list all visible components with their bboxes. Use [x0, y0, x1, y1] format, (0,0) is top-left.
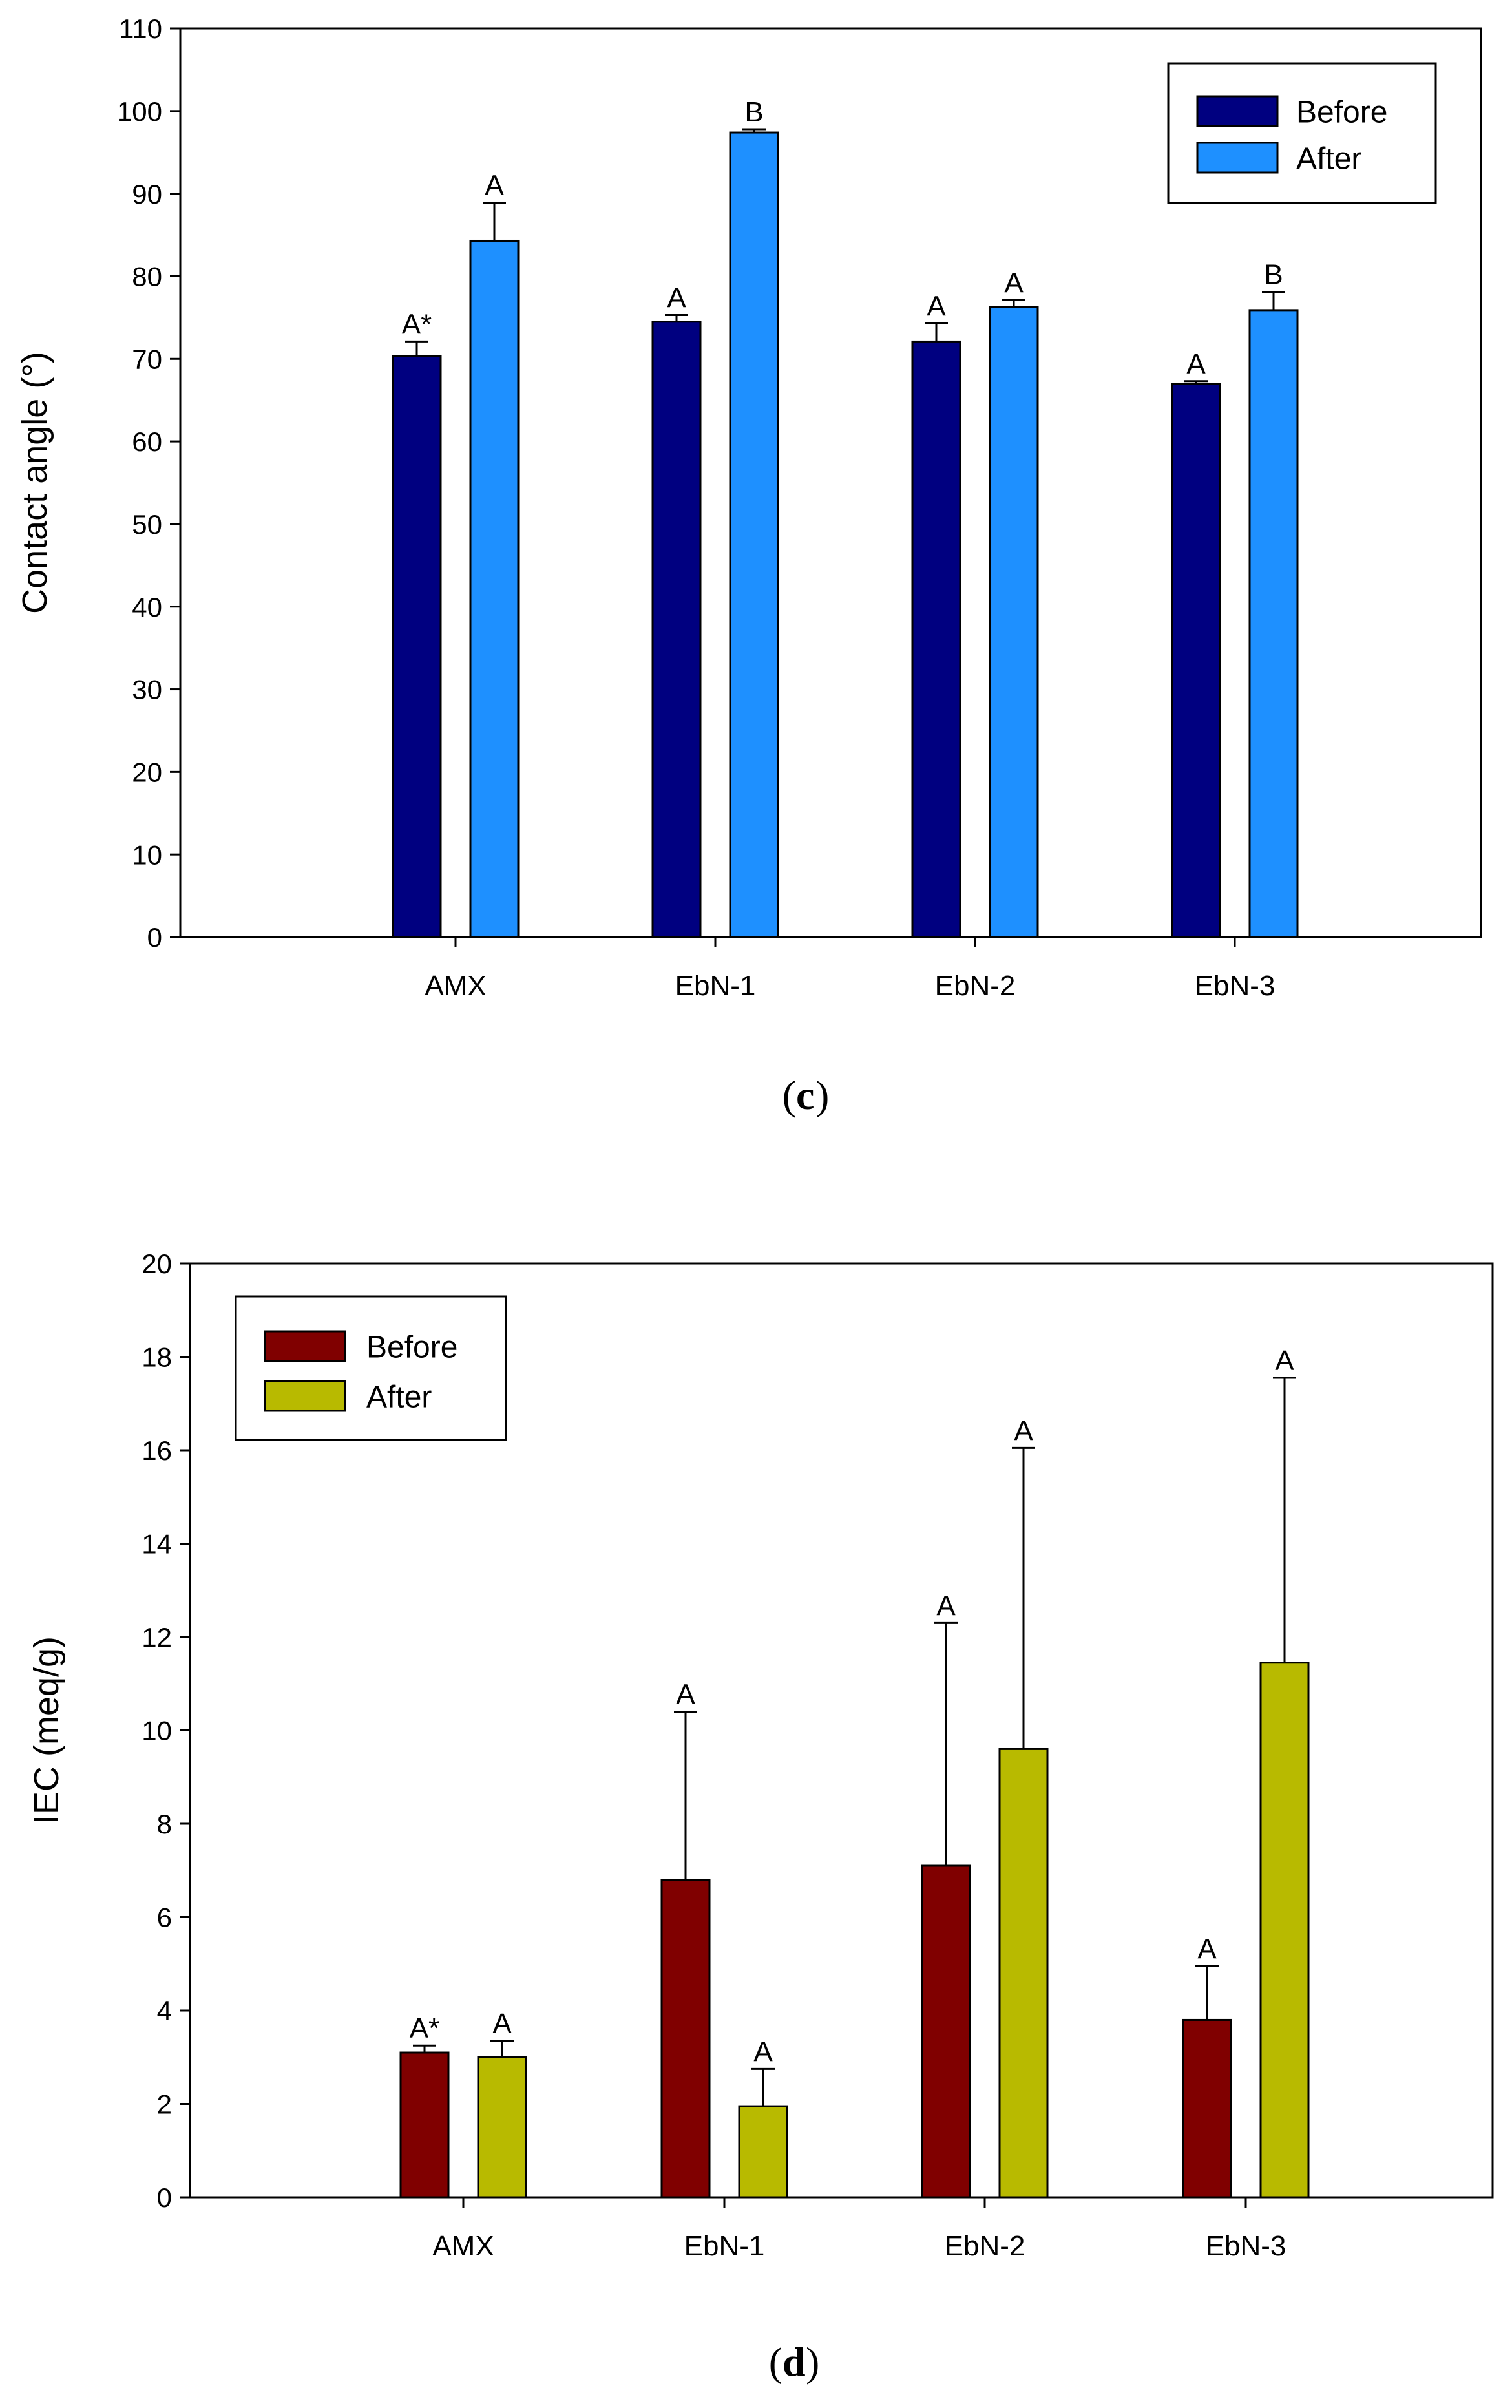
x-tick-label: EbN-1	[684, 2230, 765, 2262]
significance-label: A	[753, 2036, 773, 2067]
significance-label: A	[667, 282, 686, 314]
bar	[660, 1879, 711, 2199]
bar	[477, 2056, 527, 2199]
significance-label: A	[1186, 348, 1206, 380]
bar	[998, 1748, 1049, 2199]
bar	[1182, 2018, 1232, 2199]
bar	[1259, 1662, 1310, 2199]
y-tick-label: 4	[157, 1996, 172, 2026]
significance-label: A	[936, 1590, 956, 1621]
y-tick-label: 10	[142, 1716, 172, 1746]
legend-box	[1167, 62, 1437, 204]
legend-swatch	[1196, 142, 1279, 174]
y-tick-label: 30	[132, 675, 162, 705]
contact-angle-chart: 0 10 20 30 40 50 60 70 80 90 100 110 Contact angle (…	[16, 14, 1482, 1002]
y-axis-label: IEC (meq/g)	[27, 1636, 66, 1824]
legend-swatch	[264, 1330, 346, 1362]
x-tick-label: EbN-3	[1195, 970, 1276, 1002]
significance-label: B	[744, 96, 763, 128]
y-tick-label: 12	[142, 1622, 172, 1653]
y-tick-label: 20	[142, 1249, 172, 1279]
y-tick-label: 10	[132, 840, 162, 870]
panel-label-d: d	[782, 2339, 806, 2385]
panel-label-d-open: (	[769, 2339, 782, 2385]
x-tick-label: EbN-2	[935, 970, 1016, 1002]
significance-label: A*	[410, 2012, 439, 2044]
y-tick-label: 110	[119, 14, 162, 44]
x-tick-label: EbN-1	[675, 970, 756, 1002]
bar	[392, 355, 442, 938]
panel-label-d-close: )	[806, 2339, 819, 2385]
y-axis-label: Contact angle (°)	[16, 352, 54, 614]
significance-label: A	[492, 2008, 512, 2040]
bar	[921, 1864, 971, 2199]
bar	[729, 131, 779, 938]
significance-label: A	[676, 1679, 695, 1711]
x-tick-label: AMX	[432, 2230, 494, 2262]
panel-label-c-open: (	[782, 1072, 796, 1118]
legend-swatch	[1196, 95, 1279, 127]
panel-label-c-close: )	[815, 1072, 829, 1118]
y-tick-label: 2	[157, 2089, 172, 2120]
y-tick-label: 100	[117, 96, 162, 127]
panel-label-c: c	[796, 1072, 814, 1118]
significance-label: A	[1004, 268, 1024, 299]
bar	[399, 2051, 450, 2199]
y-tick-label: 14	[142, 1529, 172, 1559]
legend-box	[235, 1295, 507, 1441]
legend-label: After	[366, 1380, 432, 1414]
x-tick-label: AMX	[425, 970, 486, 1002]
significance-label: A	[927, 290, 946, 322]
y-tick-label: 80	[132, 262, 162, 292]
bar	[469, 239, 520, 938]
y-tick-label: 8	[157, 1809, 172, 1839]
legend-label: Before	[366, 1330, 457, 1364]
iec-chart: 0 2 4 6 8 10 12 14 16 18 20 IEC (meq/g) AMX EbN-1 EbN-…	[27, 1249, 1494, 2262]
significance-label: A	[485, 170, 504, 202]
bar	[1171, 383, 1221, 938]
bar	[738, 2105, 788, 2199]
legend-label: Before	[1296, 95, 1387, 129]
x-tick-label: EbN-3	[1206, 2230, 1286, 2262]
y-tick-label: 40	[132, 592, 162, 622]
y-tick-label: 50	[132, 509, 162, 540]
x-tick-label: EbN-2	[945, 2230, 1025, 2262]
y-tick-label: 0	[147, 922, 162, 953]
y-tick-label: 6	[157, 1903, 172, 1933]
significance-label: A	[1275, 1345, 1294, 1377]
plot-frame	[179, 27, 1482, 938]
y-tick-label: 0	[157, 2182, 172, 2213]
bar	[989, 306, 1039, 938]
bar	[1248, 309, 1299, 938]
y-tick-label: 60	[132, 427, 162, 457]
significance-label: A	[1197, 1933, 1217, 1965]
significance-label: A	[1014, 1415, 1033, 1446]
y-tick-label: 20	[132, 757, 162, 787]
y-tick-label: 70	[132, 344, 162, 374]
y-tick-label: 16	[142, 1435, 172, 1466]
legend-label: After	[1296, 142, 1361, 176]
y-tick-label: 90	[132, 179, 162, 209]
significance-label: B	[1264, 259, 1283, 291]
bar	[911, 340, 961, 938]
y-tick-label: 18	[142, 1342, 172, 1373]
significance-label: A*	[402, 308, 432, 340]
bar	[651, 321, 702, 938]
legend-swatch	[264, 1380, 346, 1412]
